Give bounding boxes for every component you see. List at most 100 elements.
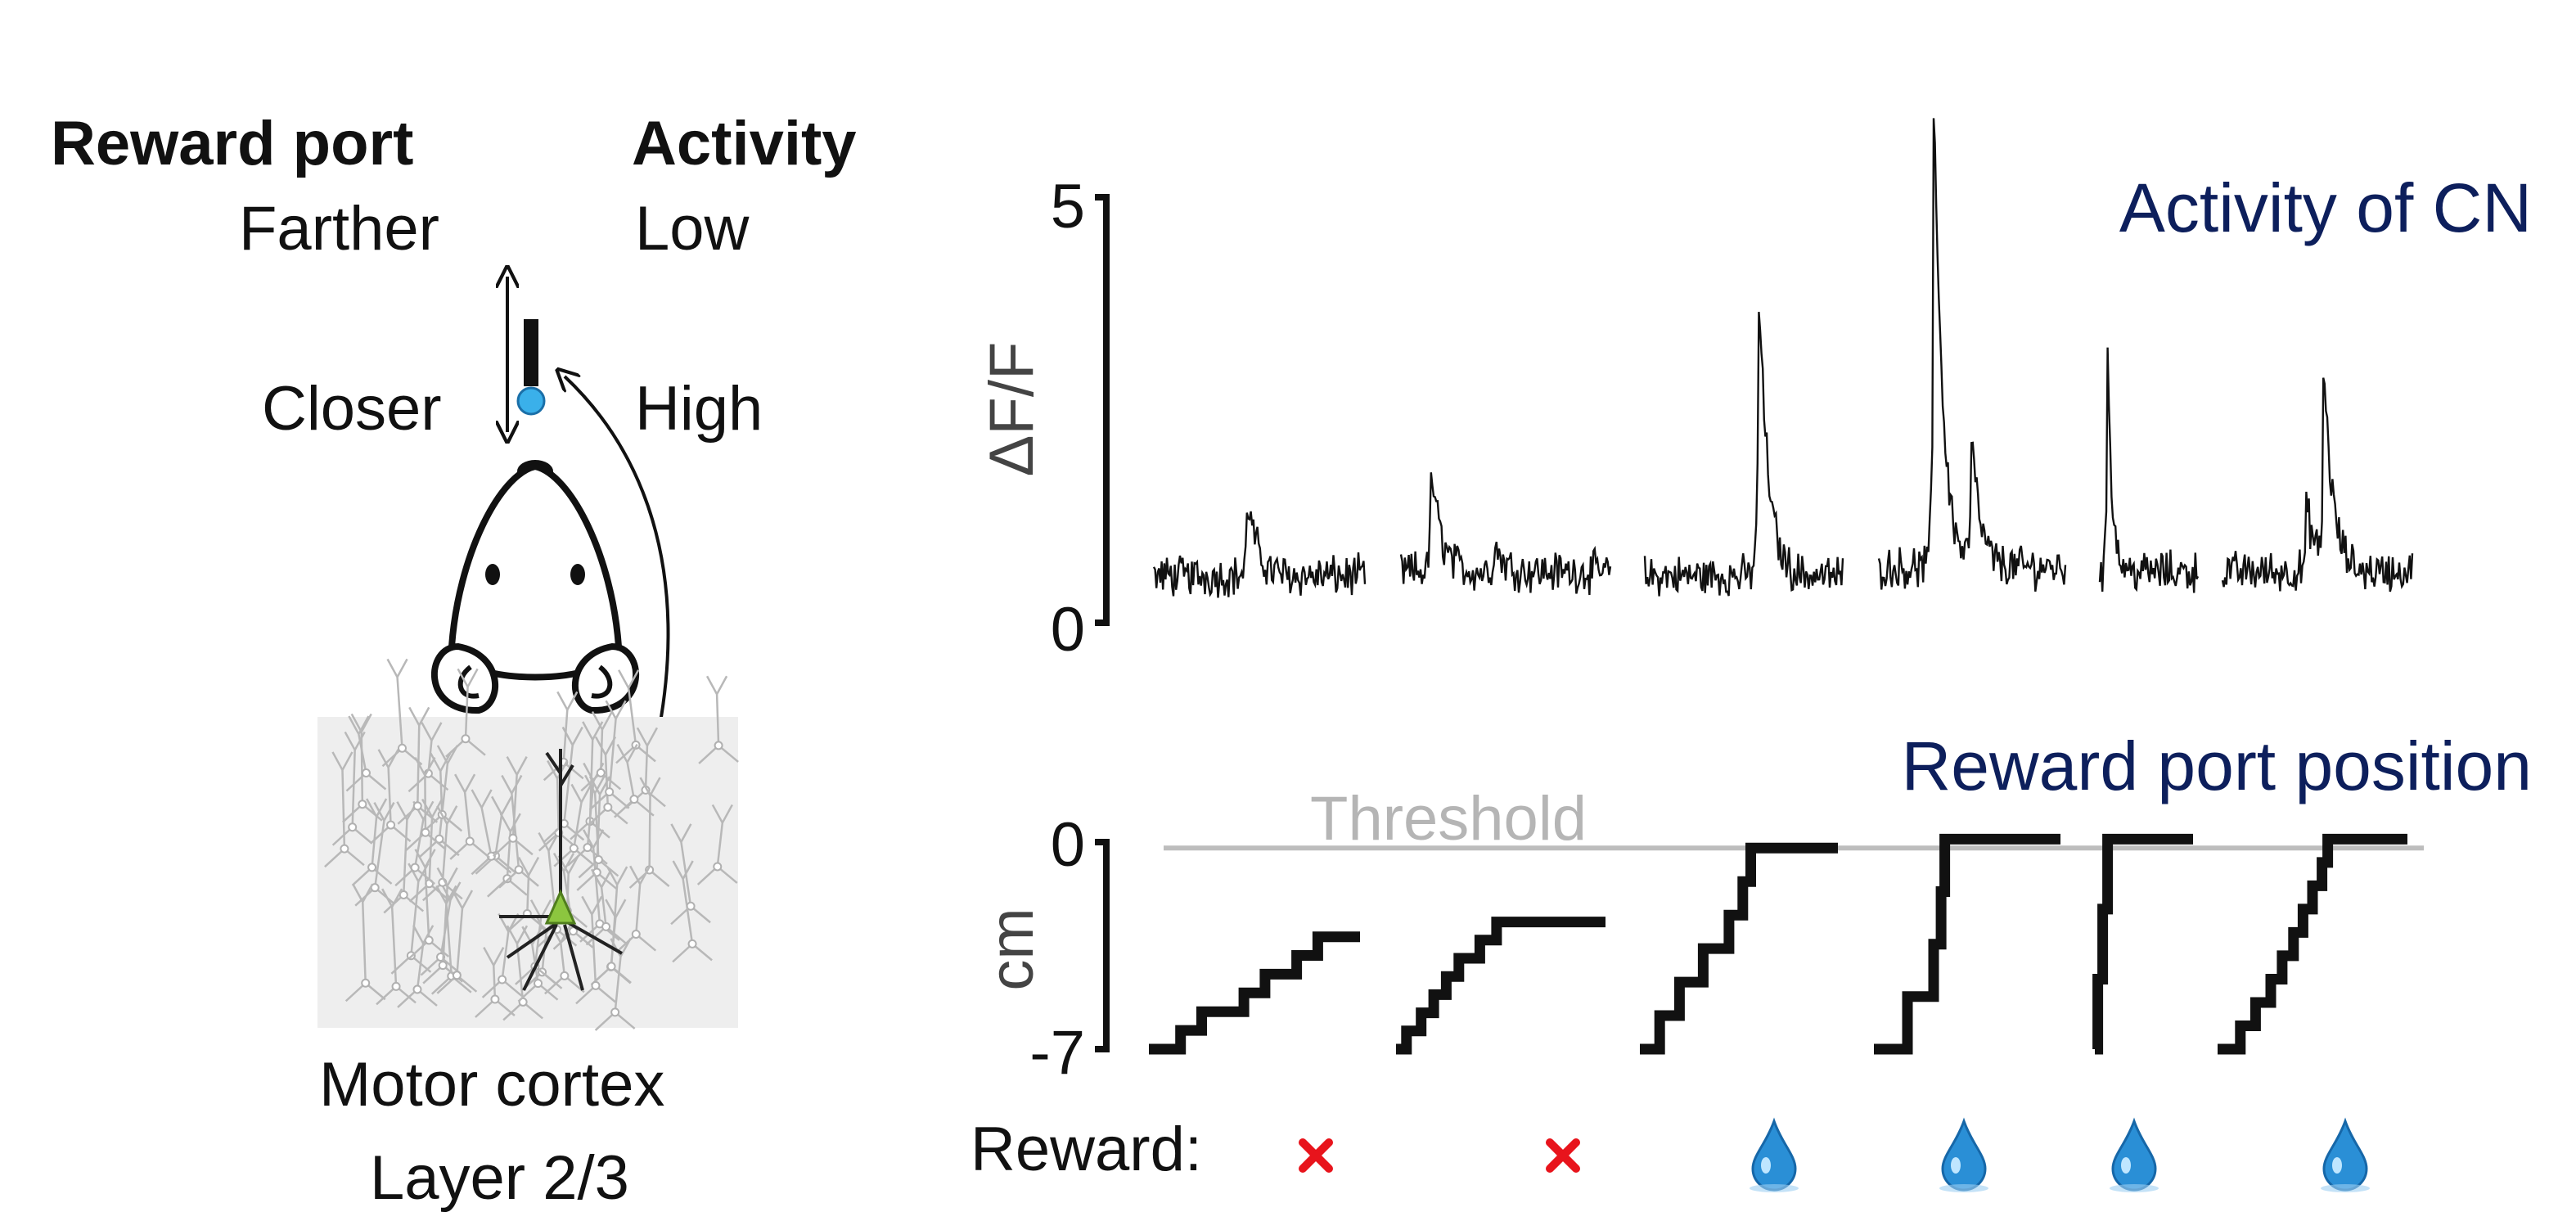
- background-neuron: [419, 745, 460, 858]
- background-neuron-soma: [399, 890, 408, 899]
- reward-label: Reward:: [971, 1115, 1202, 1184]
- water-drop-icon: [1750, 1117, 1799, 1192]
- activity-traces: [1152, 118, 2414, 598]
- background-neuron: [502, 925, 543, 1021]
- background-neuron: [436, 890, 478, 994]
- background-neuron: [421, 752, 463, 834]
- background-neuron: [588, 700, 630, 811]
- mouse-schematic: [317, 0, 739, 1031]
- background-neuron-soma: [591, 980, 601, 990]
- background-neuron: [405, 756, 446, 852]
- position-ylabel: cm: [977, 908, 1047, 990]
- activity-header: Activity: [632, 109, 857, 178]
- background-neuron: [585, 868, 627, 946]
- background-neuron: [615, 669, 656, 764]
- background-neuron-soma: [498, 975, 507, 984]
- activity-ytick-label-top: 5: [1051, 172, 1085, 241]
- position-ytick-label-bottom: -7: [1029, 1018, 1085, 1088]
- background-neuron-soma: [560, 971, 570, 980]
- activity-trace-1: [1152, 511, 1367, 598]
- background-neuron: [475, 795, 516, 875]
- background-neuron-soma: [631, 930, 641, 939]
- background-neuron: [408, 722, 449, 793]
- background-neuron: [515, 899, 556, 985]
- activity-trace-2: [1399, 472, 1612, 596]
- background-neuron: [481, 912, 523, 998]
- background-neuron-soma: [461, 734, 471, 744]
- background-neuron-soma: [583, 843, 592, 853]
- background-neuron: [449, 773, 491, 860]
- water-drop-icon: [2110, 1117, 2159, 1192]
- position-traces: [1149, 833, 2407, 1055]
- activity-trace-5: [2098, 347, 2200, 593]
- reward-markers: [1299, 1117, 2370, 1192]
- closer-label: Closer: [262, 374, 442, 444]
- background-neuron: [547, 855, 588, 930]
- no-reward-cross-icon: [1546, 1138, 1580, 1173]
- background-neuron-soma: [435, 834, 444, 844]
- activity-ylabel: ΔF/F: [977, 342, 1047, 477]
- background-neuron: [421, 805, 463, 902]
- background-neuron: [331, 731, 373, 846]
- activity-trace-3: [1643, 312, 1844, 597]
- background-neuron: [324, 751, 365, 868]
- activity-trace-6: [2221, 377, 2414, 592]
- background-neuron: [397, 706, 439, 825]
- position-trace-4: [1874, 833, 2060, 1055]
- background-neuron-soma: [452, 971, 462, 980]
- background-neuron-soma: [629, 795, 639, 804]
- target-neuron: [499, 749, 623, 991]
- position-title: Reward port position: [1902, 728, 2532, 804]
- background-neuron: [591, 866, 632, 985]
- background-neuron: [342, 713, 383, 823]
- background-neuron: [422, 867, 463, 984]
- background-neuron-soma: [569, 844, 579, 854]
- high-label: High: [635, 374, 763, 444]
- background-neuron: [345, 883, 386, 1002]
- background-neuron-soma: [438, 961, 448, 971]
- background-neuron: [576, 776, 618, 891]
- background-neuron: [354, 802, 395, 907]
- background-neuron: [615, 865, 657, 953]
- farther-label: Farther: [239, 194, 439, 264]
- background-neuron-soma: [367, 863, 377, 872]
- background-neuron-soma: [386, 820, 396, 830]
- background-neuron-soma: [593, 854, 603, 864]
- background-neuron-soma: [490, 994, 500, 1004]
- background-neuron: [471, 789, 512, 876]
- background-neuron-soma: [391, 981, 401, 991]
- background-neuron: [493, 756, 534, 858]
- background-neuron-soma: [465, 836, 475, 846]
- background-neuron-soma: [514, 865, 524, 875]
- reward-port-header: Reward port: [51, 109, 414, 178]
- background-neuron-soma: [361, 978, 371, 988]
- background-neuron-soma: [412, 984, 422, 994]
- background-neuron: [381, 658, 423, 768]
- background-neuron: [370, 749, 412, 845]
- background-neuron-soma: [606, 962, 616, 971]
- background-neuron-soma: [361, 768, 371, 777]
- background-neuron: [543, 691, 584, 782]
- background-neuron-soma: [714, 741, 723, 750]
- background-neuron: [575, 895, 616, 1005]
- reward-spout: [524, 319, 538, 386]
- background-neuron-soma: [410, 863, 420, 872]
- neuron-mesh: [324, 658, 739, 1031]
- background-neuron-soma: [502, 874, 512, 884]
- background-neuron: [578, 774, 619, 879]
- background-neuron: [507, 856, 548, 933]
- position-trace-3: [1640, 842, 1838, 1055]
- water-drop-icon: [1939, 1117, 1988, 1192]
- background-neuron: [672, 860, 713, 963]
- low-label: Low: [635, 194, 750, 264]
- background-neuron-soma: [348, 822, 358, 832]
- background-neuron: [408, 849, 450, 959]
- background-neuron: [625, 727, 666, 809]
- background-neuron-soma: [713, 862, 723, 872]
- background-neuron: [376, 888, 417, 1006]
- background-neuron-soma: [412, 801, 422, 811]
- background-neuron: [614, 743, 655, 818]
- position-trace-2: [1396, 917, 1605, 1055]
